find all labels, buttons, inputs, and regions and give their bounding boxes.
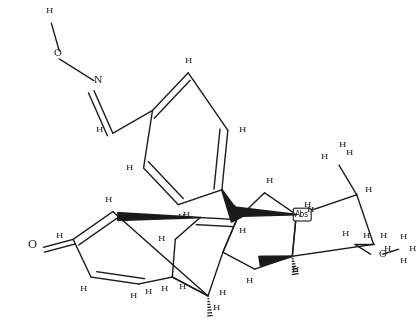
Text: H: H xyxy=(104,196,111,204)
Text: H: H xyxy=(384,245,391,253)
Text: H: H xyxy=(365,186,372,194)
Polygon shape xyxy=(118,213,200,220)
Text: H: H xyxy=(400,257,407,265)
Text: H: H xyxy=(178,283,186,291)
Text: H: H xyxy=(266,177,273,185)
Text: H: H xyxy=(56,232,63,240)
Text: H: H xyxy=(184,57,192,65)
Text: H: H xyxy=(306,206,314,213)
Text: H: H xyxy=(246,277,253,285)
Text: H: H xyxy=(79,285,87,293)
Text: H: H xyxy=(161,285,168,293)
Text: H: H xyxy=(292,266,299,274)
Text: O: O xyxy=(53,49,61,59)
Text: O: O xyxy=(27,240,36,250)
Text: H: H xyxy=(303,201,311,209)
Text: Abs: Abs xyxy=(295,210,309,219)
Text: H: H xyxy=(228,204,235,212)
Text: H: H xyxy=(380,232,387,240)
Text: H: H xyxy=(345,149,352,157)
Text: H: H xyxy=(126,164,133,172)
Text: H: H xyxy=(321,153,328,161)
Text: H: H xyxy=(238,227,246,235)
Polygon shape xyxy=(232,207,296,216)
Text: H: H xyxy=(46,7,53,15)
Text: N: N xyxy=(94,76,102,85)
Text: H: H xyxy=(212,304,220,312)
Text: H: H xyxy=(145,288,152,296)
Text: O: O xyxy=(379,250,386,259)
Text: H: H xyxy=(400,233,407,241)
Text: H: H xyxy=(338,141,346,149)
Polygon shape xyxy=(222,190,242,222)
Text: H: H xyxy=(218,289,225,297)
Text: H: H xyxy=(178,213,185,220)
Text: H: H xyxy=(238,126,246,134)
Text: H: H xyxy=(130,292,137,300)
Polygon shape xyxy=(259,256,292,266)
Text: H: H xyxy=(158,235,165,243)
Text: H: H xyxy=(409,245,416,253)
Text: H: H xyxy=(341,230,349,238)
Text: H: H xyxy=(363,232,370,240)
Text: H: H xyxy=(95,126,103,134)
Text: H: H xyxy=(183,211,190,218)
